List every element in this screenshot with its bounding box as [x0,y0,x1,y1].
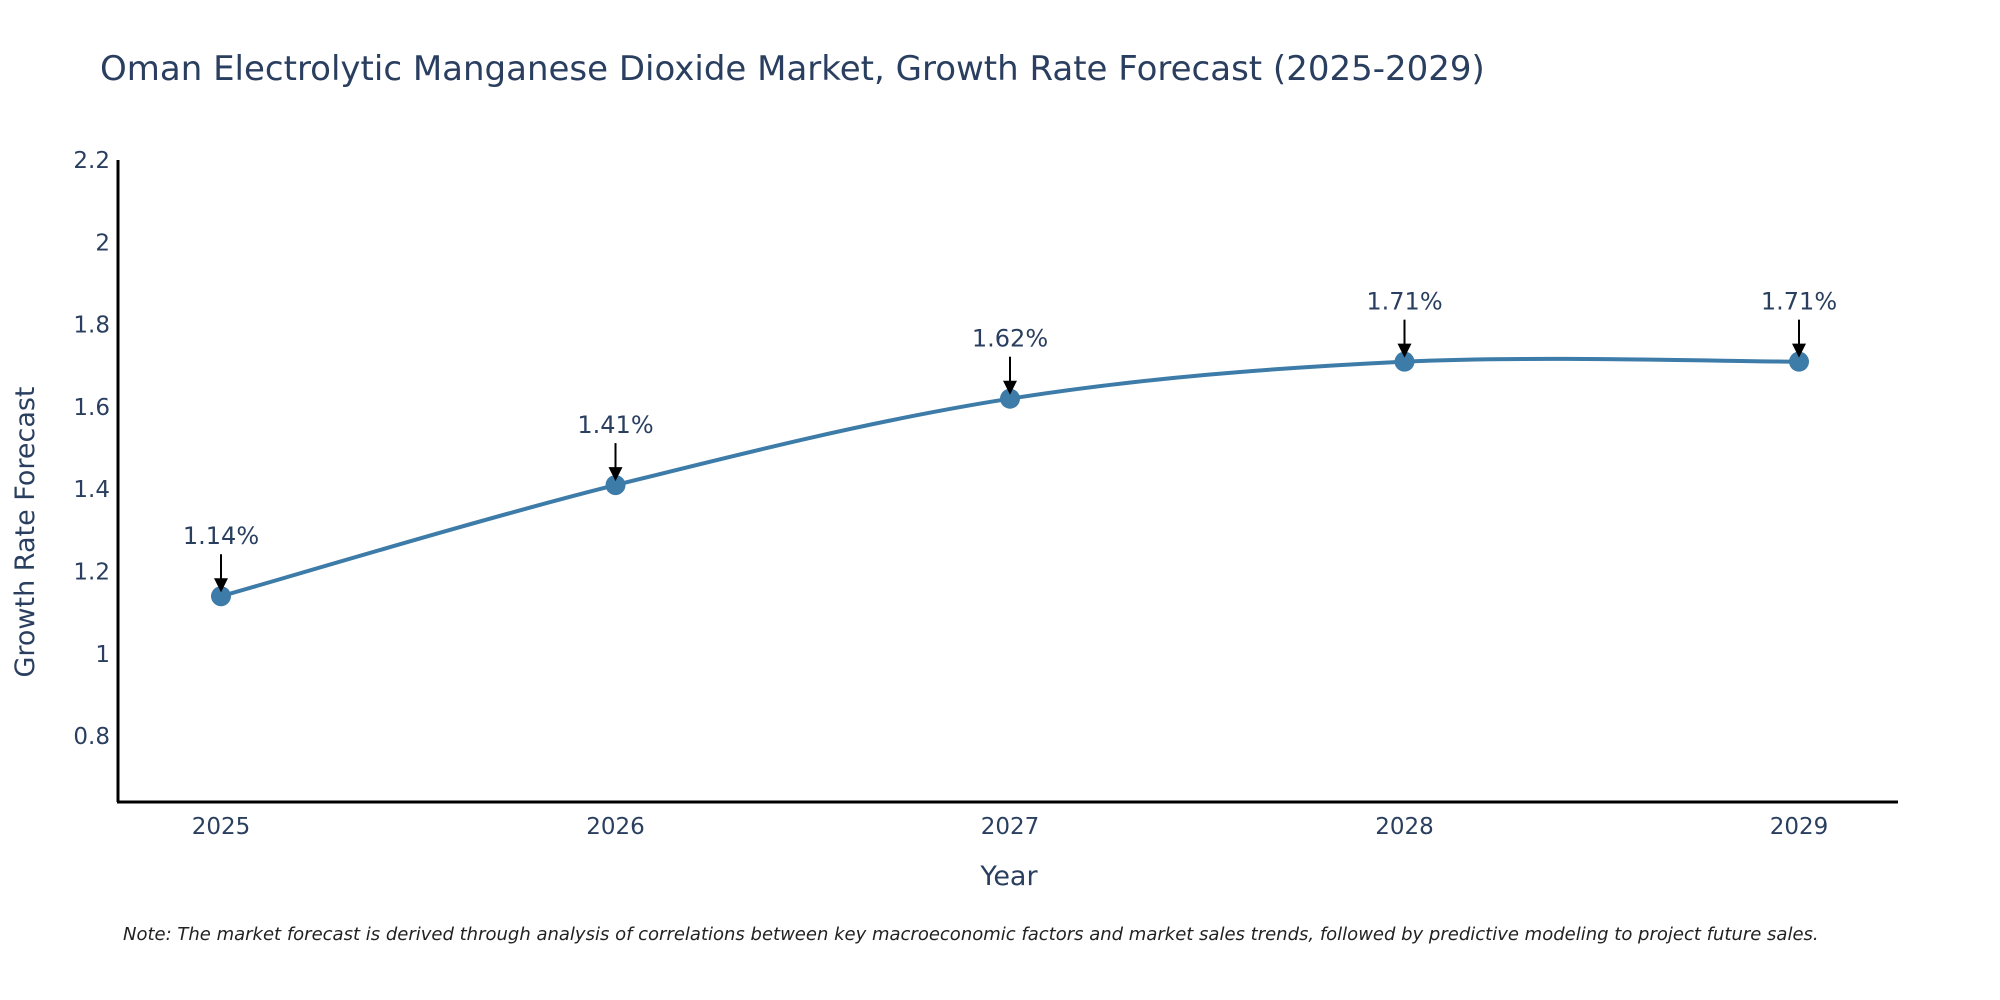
y-tick-label: 1.8 [73,313,110,339]
data-point [605,475,626,496]
y-tick-label: 2.2 [73,148,110,174]
y-axis-title: Growth Rate Forecast [10,386,41,677]
annotation-arrow-head [1397,343,1412,358]
y-tick-label: 1.4 [73,477,110,503]
x-axis-title: Year [979,861,1038,892]
annotation-arrow-head [1003,380,1017,395]
annotation-arrow-head [608,467,623,482]
y-tick-label: 1.2 [73,560,110,586]
x-tick-label: 2027 [981,814,1040,840]
x-axis-ticks: 2025 2026 2027 2028 2029 [192,814,1829,840]
data-point [1789,351,1809,372]
x-tick-label: 2029 [1770,814,1829,840]
x-tick-label: 2025 [192,814,251,840]
data-label: 1.14% [183,522,259,550]
data-label: 1.71% [1366,288,1442,316]
data-label: 1.41% [577,411,653,439]
y-tick-label: 2 [95,230,110,256]
data-label: 1.71% [1761,288,1837,316]
data-point [1000,388,1020,409]
series-points [211,351,1809,607]
y-tick-label: 1 [95,642,110,668]
data-label: 1.62% [972,325,1048,353]
y-axis-ticks: 0.8 1 1.2 1.4 1.6 1.8 2 2.2 [73,148,110,750]
data-point [1394,351,1415,372]
y-tick-label: 0.8 [73,724,110,750]
data-annotations: 1.14% 1.41% 1.62% 1.71% 1.71% [183,288,1837,593]
data-point [211,586,231,607]
footnote: Note: The market forecast is derived thr… [123,924,1819,945]
annotation-arrow-head [214,578,228,593]
annotation-arrow-head [1792,343,1806,358]
x-tick-label: 2028 [1375,814,1434,840]
y-tick-label: 1.6 [73,395,110,421]
chart-title: Oman Electrolytic Manganese Dioxide Mark… [100,49,1485,89]
x-tick-label: 2026 [586,814,645,840]
